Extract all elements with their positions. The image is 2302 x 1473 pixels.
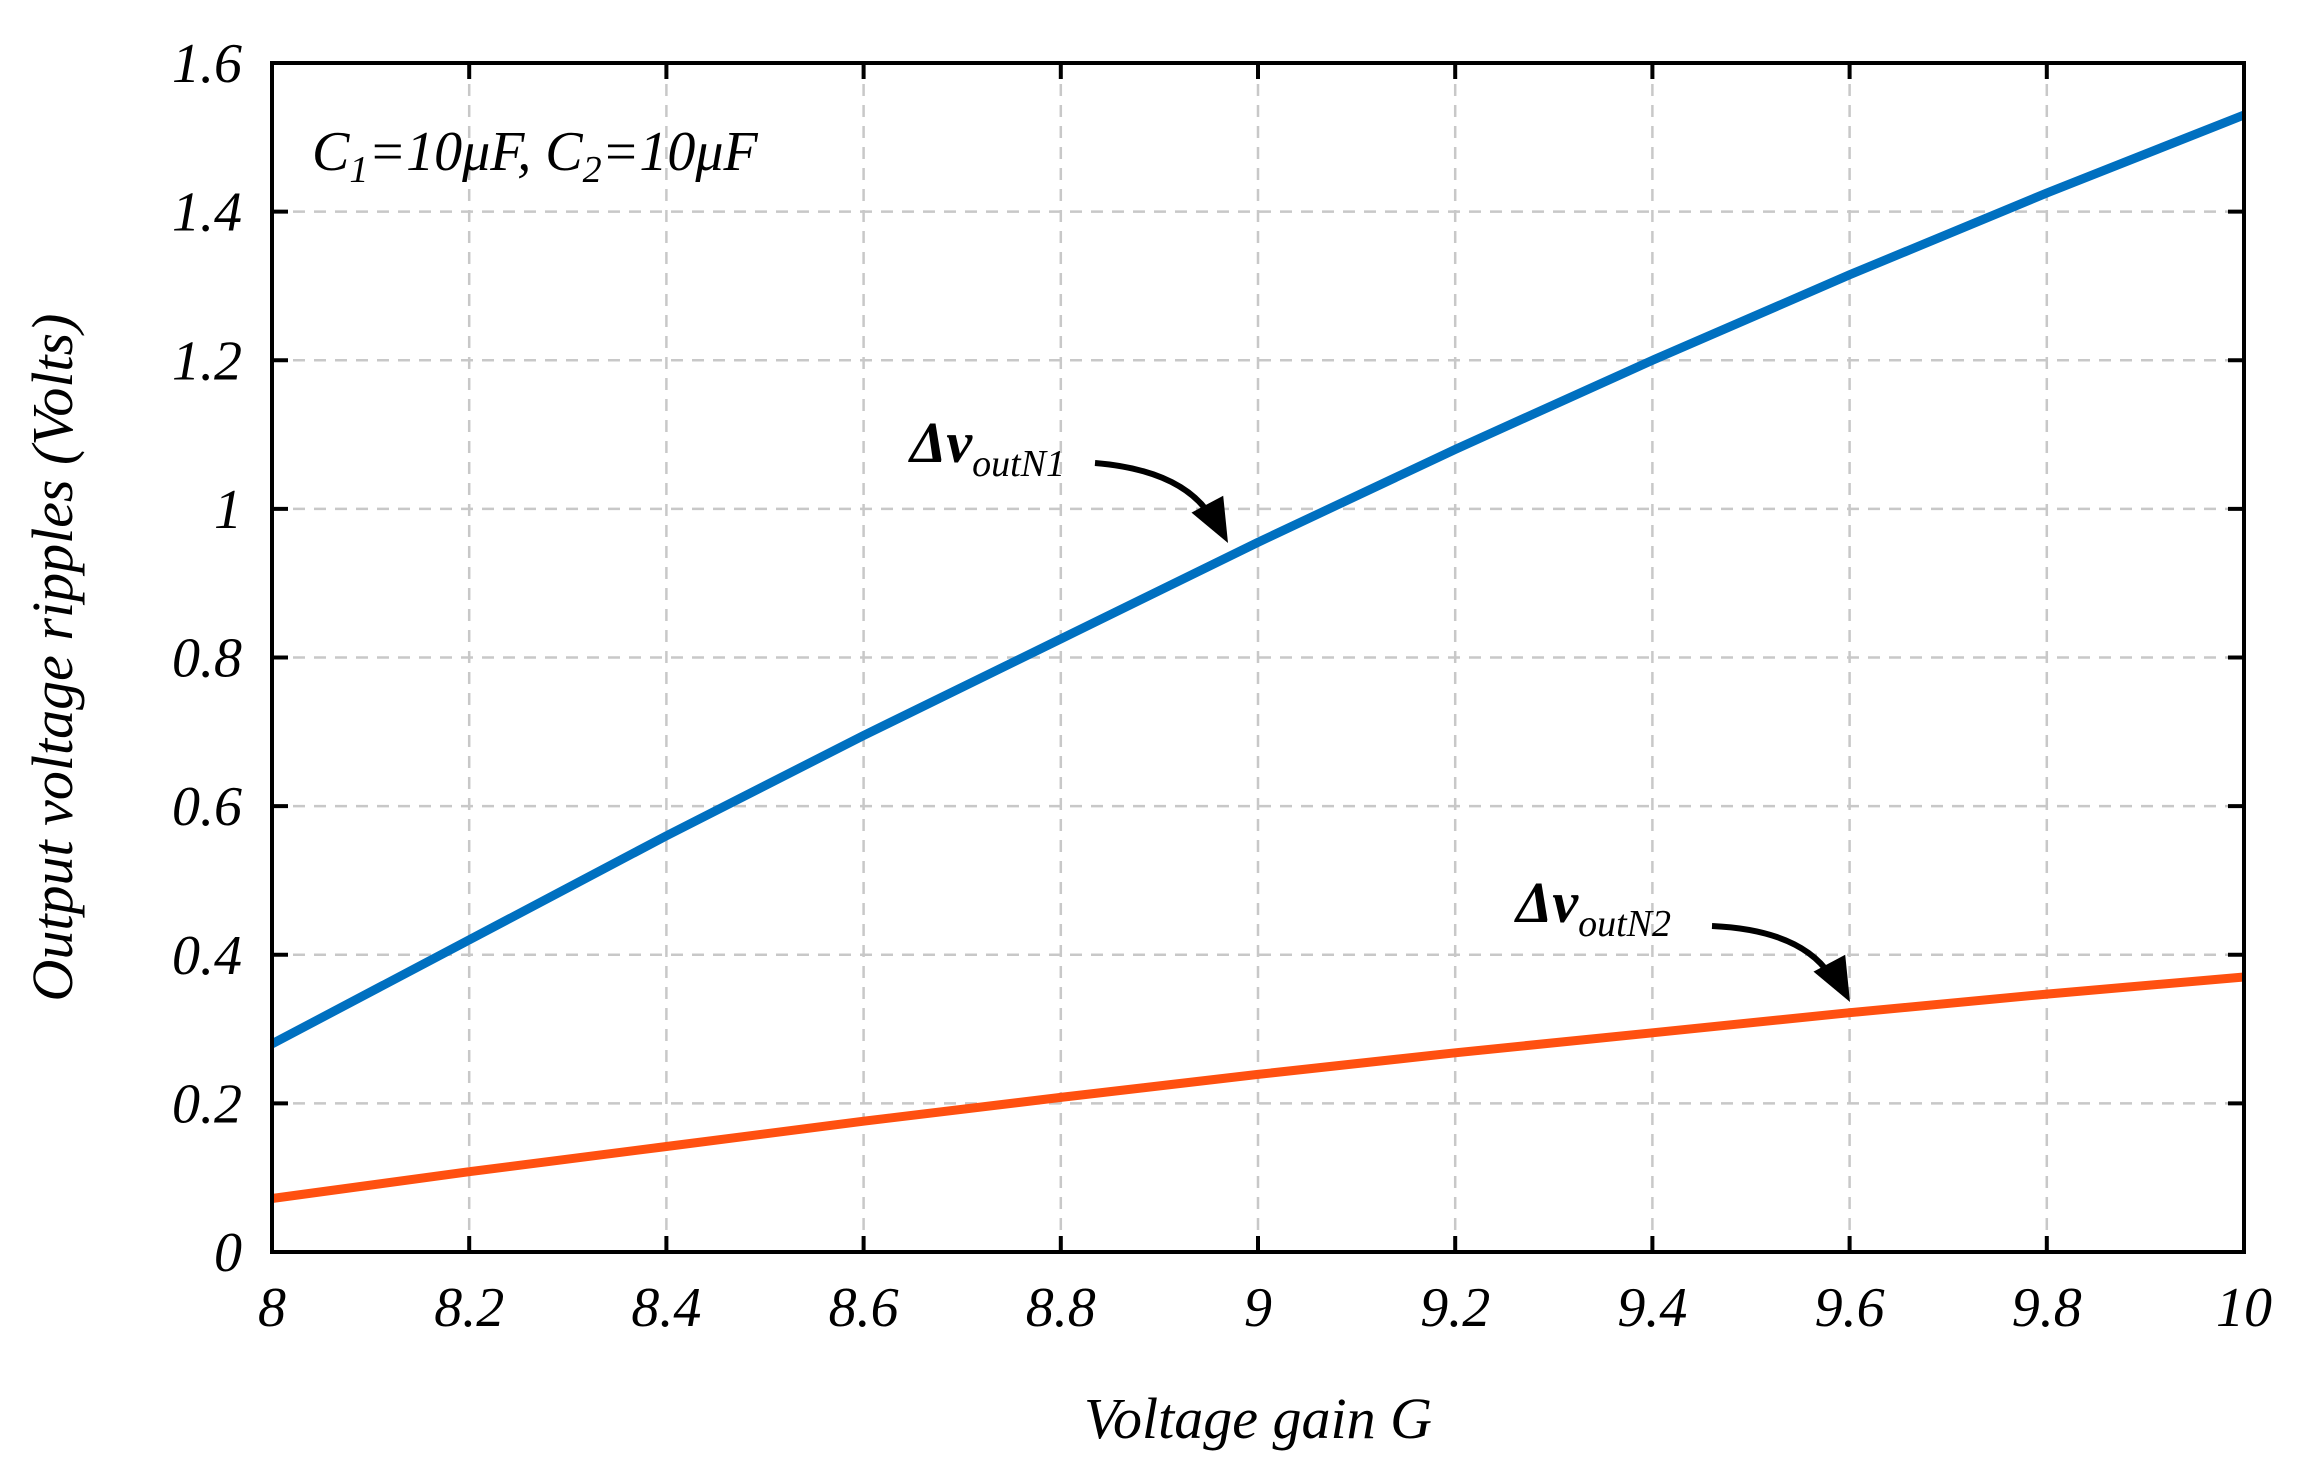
- x-tick-label: 9.2: [1420, 1277, 1490, 1339]
- series-label-outN1-sub: outN1: [972, 443, 1065, 485]
- c2-symbol: C: [545, 121, 583, 183]
- y-tick-label: 0.4: [172, 925, 242, 987]
- x-tick-label: 8.2: [434, 1277, 504, 1339]
- y-tick-labels: 0 0.2 0.4 0.6 0.8 1 1.2 1.4 1.6: [172, 33, 242, 1284]
- x-axis-label: Voltage gain G: [1084, 1386, 1432, 1451]
- x-tick-label: 8.6: [829, 1277, 899, 1339]
- series-label-outN2-sub: outN2: [1578, 903, 1671, 945]
- series-label-outN2-main: Δv: [1514, 870, 1579, 935]
- y-tick-label: 1.6: [172, 33, 242, 95]
- arrow-outN1-head: [1191, 495, 1228, 543]
- series-label-outN1: ΔvoutN1: [908, 410, 1065, 485]
- arrow-outN2-head: [1813, 954, 1850, 1002]
- arrow-outN1-curve: [1094, 460, 1213, 517]
- series-line-outN1: [269, 110, 2246, 1048]
- c1-value: =10μF,: [368, 121, 545, 183]
- c1-symbol: C: [312, 121, 350, 183]
- annotation-arrows: [1094, 460, 1850, 1002]
- x-tick-labels: 8 8.2 8.4 8.6 8.8 9 9.2 9.4 9.6 9.8 10: [258, 1277, 2272, 1339]
- y-axis-label: Output voltage ripples (Volts): [20, 314, 85, 1002]
- y-tick-label: 1: [214, 479, 242, 541]
- x-tick-label: 9: [1244, 1277, 1272, 1339]
- y-tick-label: 0.6: [172, 776, 242, 838]
- series-line-outN2: [271, 972, 2245, 1203]
- x-tick-label: 9.6: [1815, 1277, 1885, 1339]
- y-tick-label: 0: [214, 1222, 242, 1284]
- y-tick-label: 0.8: [172, 628, 242, 690]
- c2-subscript: 2: [583, 149, 602, 191]
- x-tick-label: 8: [258, 1277, 286, 1339]
- series-layer: [269, 110, 2246, 1203]
- arrow-outN2-curve: [1711, 923, 1833, 977]
- y-tick-label: 1.4: [172, 182, 242, 244]
- x-tick-label: 8.4: [631, 1277, 701, 1339]
- series-label-outN1-main: Δv: [908, 410, 973, 475]
- capacitor-annotation: C1=10μF, C2=10μF: [312, 121, 759, 191]
- x-tick-label: 9.4: [1617, 1277, 1687, 1339]
- y-tick-label: 0.2: [172, 1073, 242, 1135]
- y-tick-label: 1.2: [172, 330, 242, 392]
- tick-marks: [270, 61, 2246, 1254]
- c1-subscript: 1: [349, 149, 368, 191]
- x-tick-label: 8.8: [1026, 1277, 1096, 1339]
- x-tick-label: 10: [2216, 1277, 2272, 1339]
- c2-value: =10μF: [602, 121, 759, 183]
- x-tick-label: 9.8: [2012, 1277, 2082, 1339]
- grid-lines: [272, 63, 2244, 1252]
- series-label-outN2: ΔvoutN2: [1514, 870, 1671, 945]
